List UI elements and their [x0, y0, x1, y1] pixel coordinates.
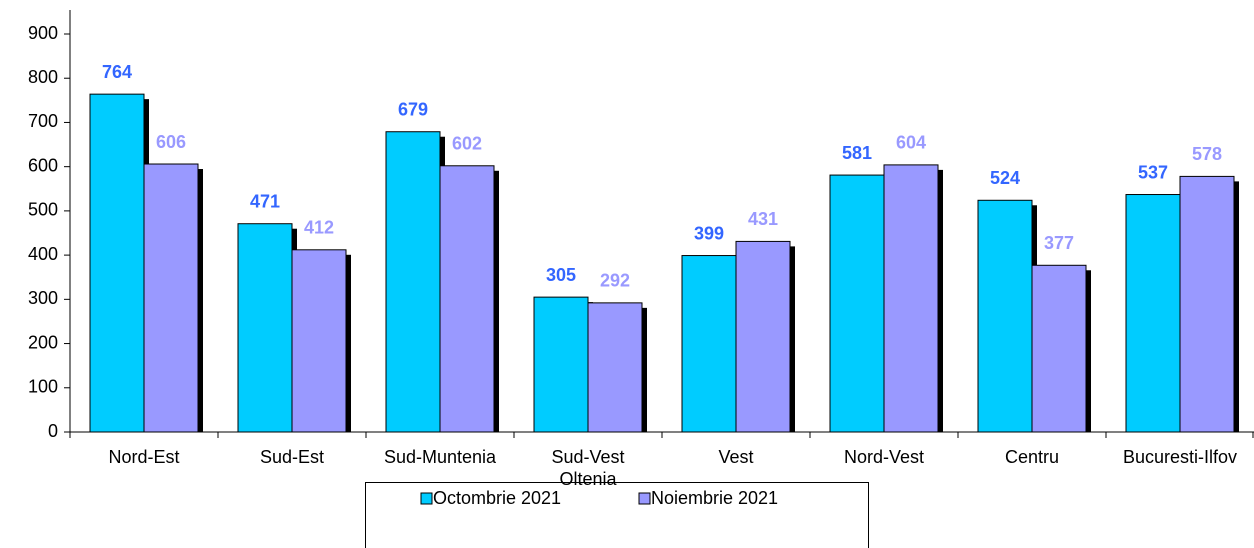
bar [291, 249, 347, 433]
value-label-bg [1037, 231, 1081, 256]
x-tick-label: Vest [718, 447, 754, 467]
x-tick-label: Nord-Est [108, 447, 180, 467]
value-label-bg [539, 263, 583, 288]
value-label-bg [243, 189, 287, 214]
legend-swatch [420, 492, 433, 505]
value-label-bg [983, 166, 1027, 191]
value-label: 412 [304, 218, 334, 238]
value-label-bg [1131, 160, 1175, 185]
bar [237, 223, 293, 433]
legend-label: Noiembrie 2021 [651, 488, 778, 508]
x-tick-label: Centru [1004, 447, 1060, 467]
x-tick-label: Bucuresti-Ilfov [1122, 447, 1238, 467]
x-tick-label: Sud-Muntenia [383, 447, 497, 467]
bar [89, 93, 145, 433]
value-label: 399 [694, 223, 724, 243]
value-label: 602 [452, 134, 482, 154]
value-label: 431 [748, 209, 778, 229]
bar [587, 302, 643, 433]
value-label: 537 [1138, 162, 1168, 182]
bar [977, 199, 1033, 433]
value-label: 679 [398, 99, 428, 119]
bar [735, 240, 791, 433]
y-tick-label: 100 [28, 377, 58, 397]
value-label: 524 [990, 168, 1020, 188]
value-label-bg [741, 207, 785, 232]
y-tick-label: 700 [28, 111, 58, 131]
y-tick-label: 300 [28, 288, 58, 308]
x-tick-label: Nord-Vest [843, 447, 925, 467]
y-tick-label: 900 [28, 23, 58, 43]
value-label-bg [593, 268, 637, 293]
value-label-bg [445, 131, 489, 156]
value-label: 581 [842, 143, 872, 163]
value-label: 305 [546, 265, 576, 285]
bar [385, 131, 441, 433]
legend-box [365, 482, 869, 548]
x-tick-label: Sud-Est [259, 447, 325, 467]
y-tick-label: 500 [28, 200, 58, 220]
bar [439, 165, 495, 433]
value-label: 604 [896, 133, 926, 153]
value-label-bg [835, 141, 879, 166]
bar [143, 163, 199, 433]
bar [681, 255, 737, 433]
legend-swatch [638, 492, 651, 505]
value-label-bg [297, 215, 341, 240]
value-label-bg [95, 60, 139, 85]
bar [1031, 264, 1087, 433]
value-label: 764 [102, 62, 132, 82]
bar [1179, 175, 1235, 433]
value-label: 471 [250, 191, 280, 211]
value-label-bg [391, 97, 435, 122]
y-tick-label: 200 [28, 332, 58, 352]
y-tick-label: 400 [28, 244, 58, 264]
value-label: 292 [600, 271, 630, 291]
bar [883, 164, 939, 433]
value-label-bg [1185, 142, 1229, 167]
legend-label: Octombrie 2021 [433, 488, 561, 508]
bar [1125, 194, 1181, 433]
value-label: 377 [1044, 233, 1074, 253]
y-tick-label: 0 [48, 421, 58, 441]
value-label: 606 [156, 132, 186, 152]
value-label-bg [687, 221, 731, 246]
y-tick-label: 600 [28, 155, 58, 175]
x-tick-label: Sud-Vest Oltenia [551, 447, 625, 489]
value-label-bg [149, 130, 193, 155]
bar [533, 296, 589, 433]
y-tick-label: 800 [28, 67, 58, 87]
bar [829, 174, 885, 433]
value-label: 578 [1192, 144, 1222, 164]
value-label-bg [889, 130, 933, 155]
